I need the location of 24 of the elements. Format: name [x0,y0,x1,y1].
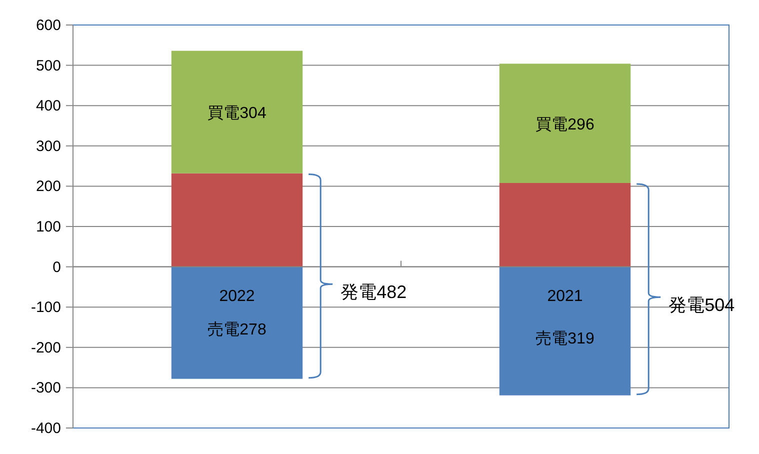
y-tick-label: 100 [36,218,61,236]
annotation: 発電482 [340,282,407,302]
x-tick-label: 2021 [547,288,583,305]
bar [171,50,303,174]
data-label: 買電296 [536,116,594,134]
bar [499,64,631,183]
x-tick-label: 2022 [219,288,255,305]
data-label: 売電278 [208,320,266,338]
data-label: 売電319 [536,330,594,348]
y-tick-label: -400 [30,420,61,437]
data-label: 買電304 [208,105,266,122]
y-tick-label: -300 [30,380,61,397]
y-tick-label: 500 [36,57,61,74]
bar [171,173,303,267]
y-tick-label: -100 [30,299,61,316]
y-tick-label: 300 [36,138,61,155]
y-tick-label: 0 [52,258,61,276]
y-tick-label: 600 [36,17,61,34]
y-tick-label: 200 [36,178,61,196]
bar [499,266,631,396]
bar [499,182,631,267]
y-tick-label: 400 [36,98,61,115]
bar [171,266,303,379]
y-tick-label: -200 [30,339,61,356]
